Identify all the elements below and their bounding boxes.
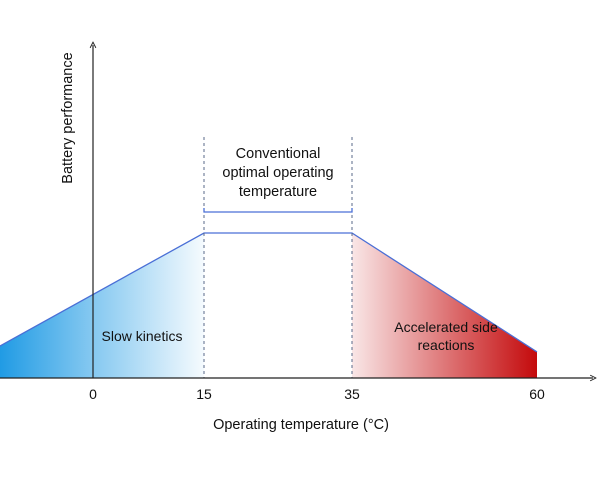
x-tick-label: 35: [344, 386, 360, 402]
y-axis-label: Battery performance: [60, 52, 76, 183]
slow-kinetics-label: Slow kinetics: [102, 328, 183, 344]
x-tick-label: 0: [89, 386, 97, 402]
performance-curve: [0, 232, 538, 353]
x-tick-label: 15: [196, 386, 212, 402]
x-tick-label: 60: [529, 386, 545, 402]
side-reactions-label: reactions: [418, 337, 475, 353]
slow-kinetics-area: [0, 233, 204, 378]
optimal-range-label: temperature: [239, 184, 317, 200]
optimal-range-label: Conventional: [236, 146, 321, 162]
optimal-range-bracket: [203, 208, 353, 213]
x-axis-label: Operating temperature (°C): [213, 417, 389, 433]
optimal-range-label: optimal operating: [222, 165, 333, 181]
side-reactions-label: Accelerated side: [394, 319, 498, 335]
side-reactions-area: [352, 233, 537, 378]
